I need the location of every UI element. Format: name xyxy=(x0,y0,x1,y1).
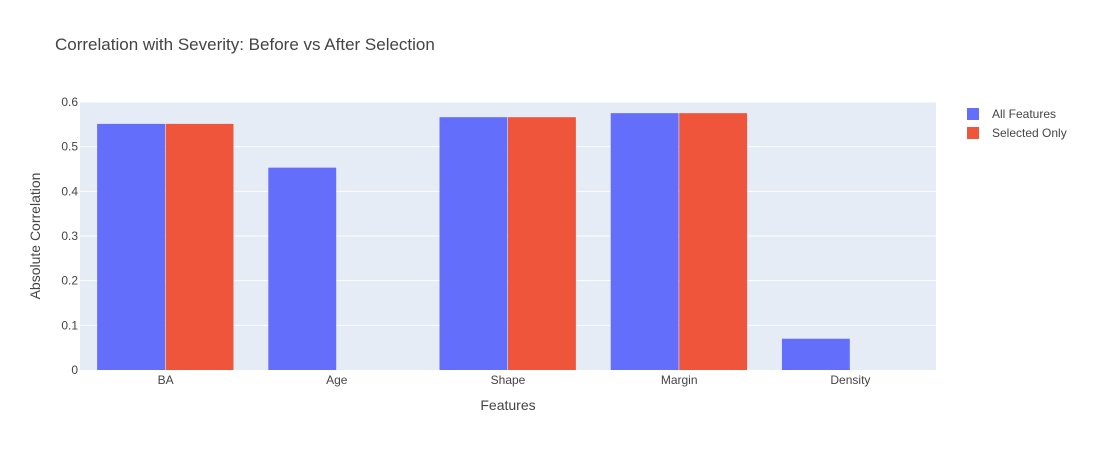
x-tick-label: BA xyxy=(158,373,174,387)
legend: All Features Selected Only xyxy=(967,107,1067,140)
bar-all-features-age xyxy=(268,167,337,370)
bar-selected-only-ba xyxy=(165,123,234,371)
y-tick-label: 0 xyxy=(71,363,78,377)
x-axis-ticks: BA Age Shape Margin Density xyxy=(158,373,871,387)
x-tick-label: Density xyxy=(830,373,870,387)
y-axis-title: Absolute Correlation xyxy=(27,173,43,300)
legend-swatch xyxy=(967,127,979,139)
bars-layer xyxy=(97,113,850,371)
bar-all-features-density xyxy=(781,338,850,370)
y-tick-label: 0.2 xyxy=(61,274,78,288)
bar-selected-only-margin xyxy=(679,113,748,371)
x-tick-label: Age xyxy=(326,373,348,387)
bar-all-features-margin xyxy=(610,113,679,371)
chart-title: Correlation with Severity: Before vs Aft… xyxy=(55,35,435,54)
y-tick-label: 0.1 xyxy=(61,318,78,332)
x-tick-label: Margin xyxy=(661,373,698,387)
y-tick-label: 0.6 xyxy=(61,95,78,109)
legend-label: Selected Only xyxy=(992,126,1067,140)
y-tick-label: 0.4 xyxy=(61,184,78,198)
x-tick-label: Shape xyxy=(491,373,526,387)
y-axis-ticks: 0 0.1 0.2 0.3 0.4 0.5 0.6 xyxy=(61,95,78,377)
y-tick-label: 0.3 xyxy=(61,229,78,243)
x-axis-title: Features xyxy=(480,397,535,413)
y-tick-label: 0.5 xyxy=(61,140,78,154)
bar-all-features-shape xyxy=(439,117,508,370)
legend-swatch xyxy=(967,108,979,120)
bar-selected-only-shape xyxy=(508,117,576,370)
bar-all-features-ba xyxy=(97,123,165,371)
legend-label: All Features xyxy=(992,107,1056,121)
